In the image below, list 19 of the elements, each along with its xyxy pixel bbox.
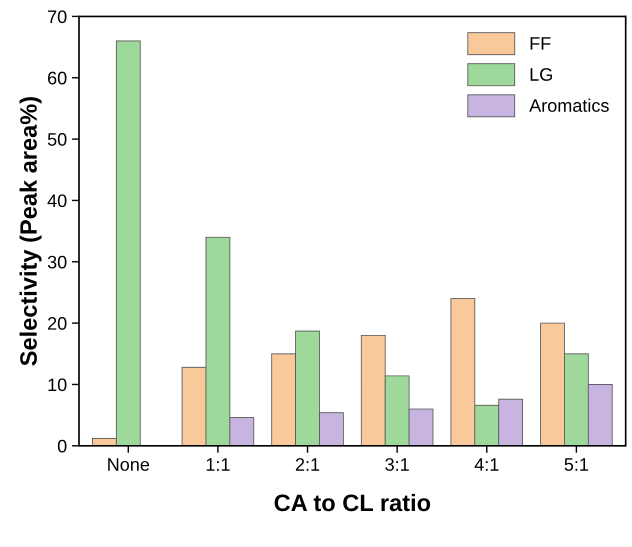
x-tick-label: 1:1 xyxy=(206,458,230,471)
y-axis-title: Selectivity (Peak area%) xyxy=(20,97,42,366)
y-tick-label: 60 xyxy=(48,72,66,84)
y-tick-label: 10 xyxy=(48,378,66,392)
x-tick-label: 4:1 xyxy=(474,458,498,471)
x-tick-label: 3:1 xyxy=(385,458,409,471)
x-tick-label: None xyxy=(108,458,150,471)
x-tick-label: 2:1 xyxy=(296,458,320,471)
legend-label: LG xyxy=(530,68,552,81)
y-tick-label: 30 xyxy=(48,256,66,268)
legend-label: Aromatics xyxy=(529,98,609,112)
x-tick-label: 5:1 xyxy=(564,458,588,471)
legend-label: FF xyxy=(530,37,551,50)
y-tick-label: 40 xyxy=(48,194,66,208)
y-tick-label: 0 xyxy=(58,440,66,453)
y-tick-label: 70 xyxy=(48,10,66,24)
y-tick-label: 50 xyxy=(48,133,66,146)
x-axis-title: CA to CL ratio xyxy=(274,494,430,512)
y-tick-label: 20 xyxy=(48,317,66,330)
